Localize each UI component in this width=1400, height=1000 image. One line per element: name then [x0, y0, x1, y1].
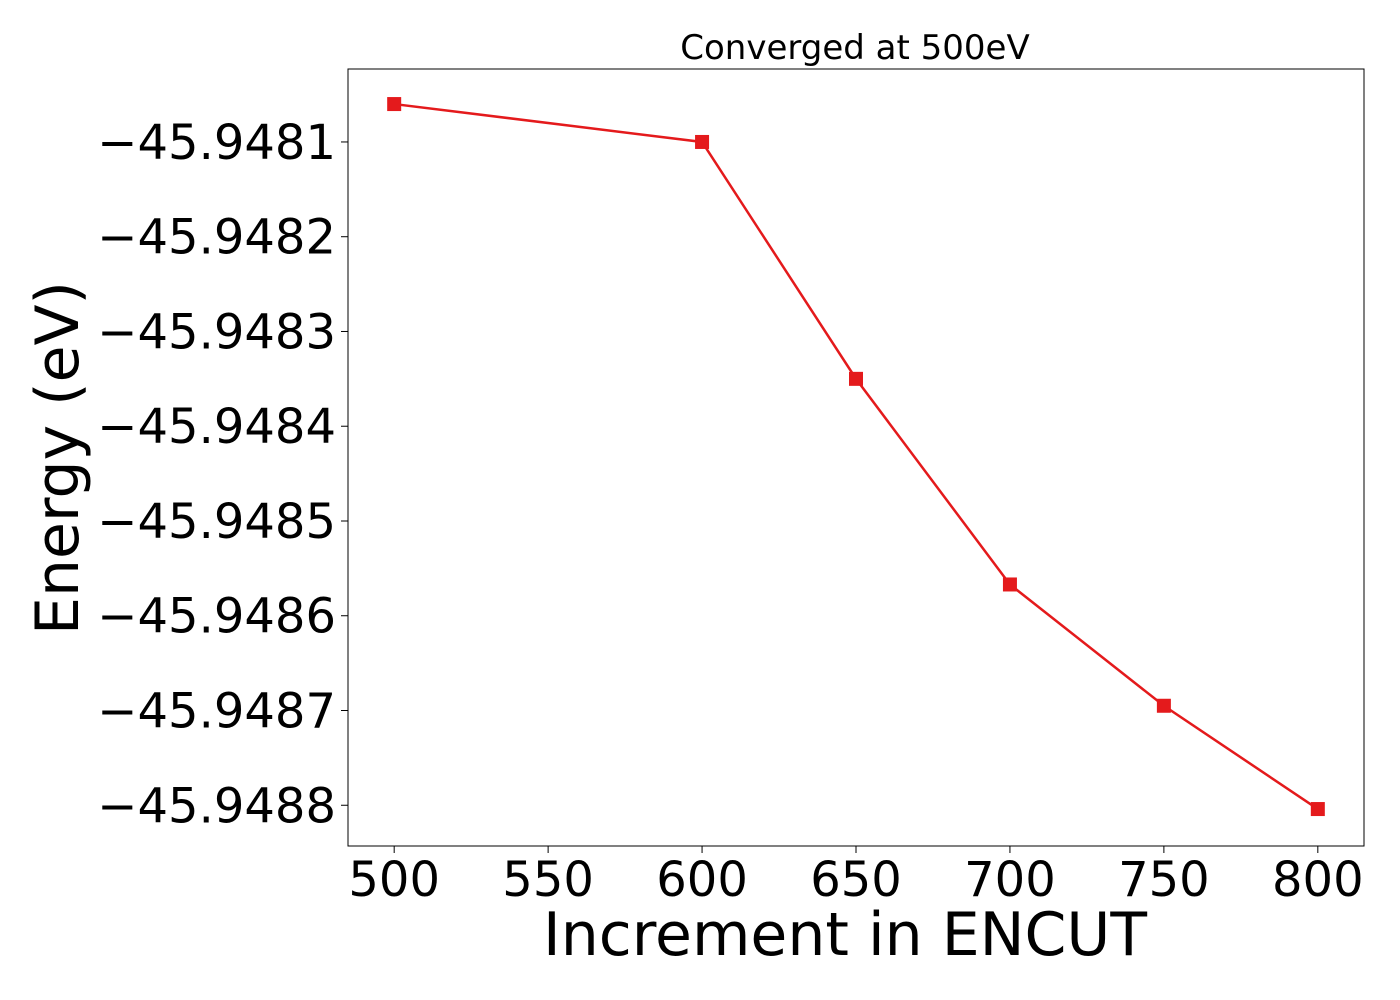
- data-point: [1310, 802, 1325, 817]
- x-axis: 500 550 600 650 700 750 800: [348, 846, 1364, 908]
- y-tick-label: −45.9484: [97, 399, 336, 455]
- y-tick-label: −45.9486: [97, 589, 336, 645]
- x-tick-label: 700: [964, 852, 1056, 908]
- x-tick-label: 750: [1118, 852, 1210, 908]
- x-tick-label: 500: [348, 852, 440, 908]
- y-tick-label: −45.9487: [97, 683, 336, 739]
- y-axis-label: Energy (eV): [23, 281, 93, 635]
- x-tick-label: 650: [810, 852, 902, 908]
- x-axis-label: Increment in ENCUT: [543, 900, 1147, 970]
- y-tick-label: −45.9483: [97, 304, 336, 360]
- x-tick-label: 800: [1272, 852, 1364, 908]
- data-point: [695, 134, 710, 149]
- y-tick-label: −45.9488: [97, 778, 336, 834]
- y-tick-label: −45.9481: [97, 115, 336, 171]
- data-point: [1002, 577, 1017, 592]
- y-tick-label: −45.9482: [97, 210, 336, 266]
- series-line: [394, 102, 1319, 811]
- chart-title: Converged at 500eV: [680, 28, 1029, 68]
- data-point: [849, 371, 863, 386]
- y-axis: −45.9481 −45.9482 −45.9483 −45.9484 −45.9485…: [97, 115, 348, 834]
- x-tick-label: 550: [502, 852, 594, 908]
- data-point: [1156, 698, 1171, 713]
- y-tick-label: −45.9485: [97, 494, 336, 550]
- x-tick-label: 600: [656, 852, 748, 908]
- data-point: [387, 97, 402, 112]
- plot-frame: [347, 68, 1365, 847]
- series-energy: [387, 97, 1325, 817]
